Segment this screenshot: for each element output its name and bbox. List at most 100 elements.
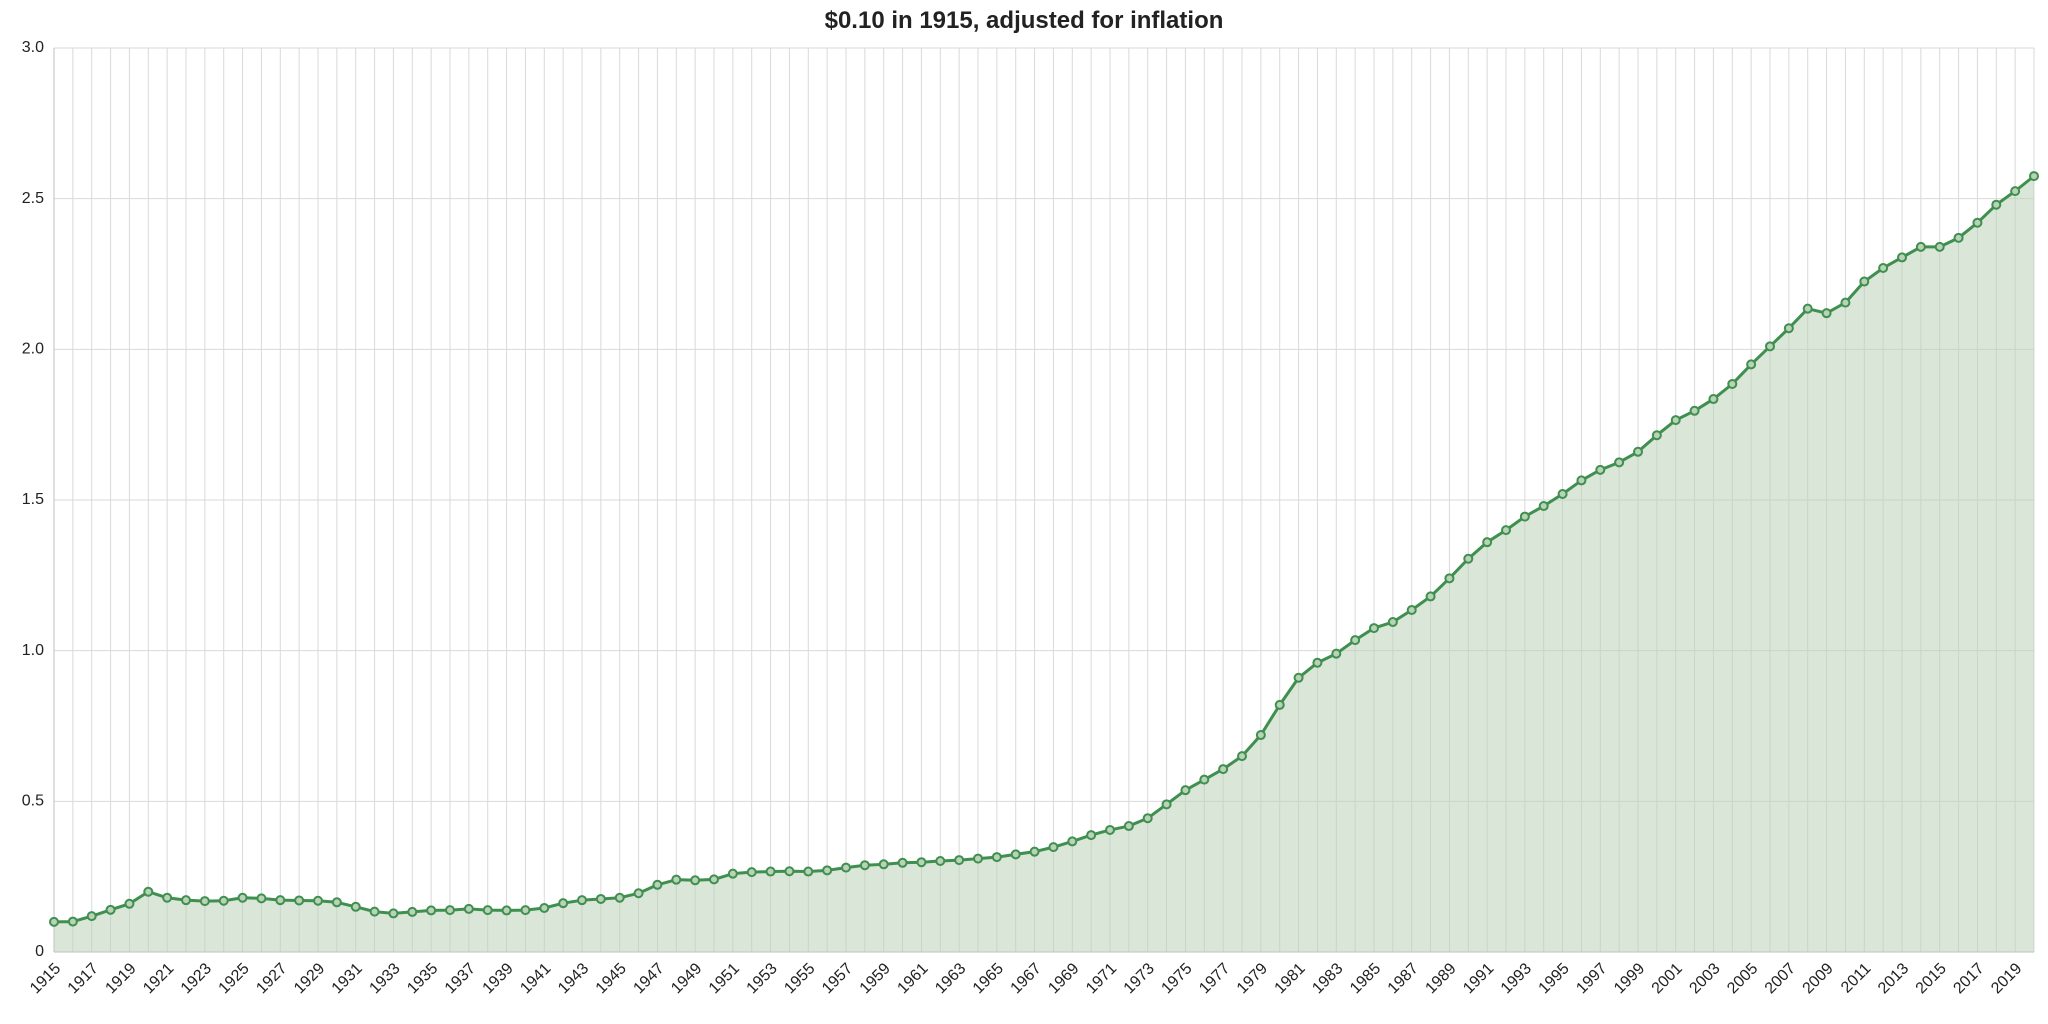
data-point — [635, 889, 643, 897]
data-point — [1521, 513, 1529, 521]
data-point — [1087, 831, 1095, 839]
data-point — [1502, 526, 1510, 534]
data-point — [1540, 502, 1548, 510]
data-point — [1389, 618, 1397, 626]
data-point — [446, 906, 454, 914]
data-point — [1672, 416, 1680, 424]
data-point — [559, 899, 567, 907]
data-point — [125, 900, 133, 908]
data-point — [1106, 826, 1114, 834]
data-point — [333, 898, 341, 906]
data-point — [691, 876, 699, 884]
data-point — [2011, 187, 2019, 195]
data-point — [1823, 309, 1831, 317]
data-point — [1596, 466, 1604, 474]
data-point — [1012, 850, 1020, 858]
data-point — [1483, 538, 1491, 546]
data-point — [1238, 752, 1246, 760]
data-point — [785, 867, 793, 875]
data-point — [578, 896, 586, 904]
data-point — [1163, 800, 1171, 808]
data-point — [955, 856, 963, 864]
data-point — [1559, 490, 1567, 498]
data-point — [1031, 848, 1039, 856]
data-point — [767, 868, 775, 876]
data-point — [842, 864, 850, 872]
data-point — [1709, 395, 1717, 403]
data-point — [710, 875, 718, 883]
data-point — [88, 912, 96, 920]
data-point — [1351, 636, 1359, 644]
chart-title: $0.10 in 1915, adjusted for inflation — [825, 7, 1224, 34]
chart-svg: 00.51.01.52.02.53.0191519171919192119231… — [0, 0, 2048, 1024]
data-point — [1257, 731, 1265, 739]
data-point — [389, 909, 397, 917]
data-point — [1219, 765, 1227, 773]
data-point — [974, 855, 982, 863]
data-point — [371, 908, 379, 916]
y-tick-label: 2.5 — [22, 190, 44, 207]
data-point — [1615, 458, 1623, 466]
data-point — [1785, 324, 1793, 332]
y-tick-label: 0 — [35, 943, 44, 960]
data-point — [1841, 299, 1849, 307]
data-point — [1860, 278, 1868, 286]
data-point — [1879, 264, 1887, 272]
data-point — [993, 853, 1001, 861]
data-point — [314, 897, 322, 905]
y-tick-label: 0.5 — [22, 793, 44, 810]
data-point — [1728, 380, 1736, 388]
data-point — [936, 857, 944, 865]
data-point — [239, 894, 247, 902]
data-point — [220, 897, 228, 905]
data-point — [276, 896, 284, 904]
data-point — [521, 906, 529, 914]
data-point — [484, 906, 492, 914]
data-point — [1313, 659, 1321, 667]
data-point — [1898, 253, 1906, 261]
data-point — [352, 903, 360, 911]
y-tick-label: 1.5 — [22, 491, 44, 508]
data-point — [1804, 305, 1812, 313]
data-point — [899, 859, 907, 867]
data-point — [1992, 201, 2000, 209]
data-point — [503, 906, 511, 914]
data-point — [540, 904, 548, 912]
data-point — [672, 876, 680, 884]
data-point — [1068, 837, 1076, 845]
data-point — [1370, 624, 1378, 632]
data-point — [1144, 814, 1152, 822]
data-point — [144, 888, 152, 896]
data-point — [804, 868, 812, 876]
data-point — [50, 918, 58, 926]
data-point — [1427, 592, 1435, 600]
data-point — [1049, 843, 1057, 851]
data-point — [1332, 650, 1340, 658]
data-point — [1766, 342, 1774, 350]
data-point — [295, 896, 303, 904]
data-point — [597, 895, 605, 903]
data-point — [653, 881, 661, 889]
data-point — [1691, 407, 1699, 415]
data-point — [107, 906, 115, 914]
data-point — [1917, 243, 1925, 251]
data-point — [257, 894, 265, 902]
data-point — [1125, 822, 1133, 830]
data-point — [1973, 219, 1981, 227]
y-tick-label: 2.0 — [22, 341, 44, 358]
data-point — [1276, 701, 1284, 709]
data-point — [182, 896, 190, 904]
data-point — [427, 906, 435, 914]
data-point — [1464, 555, 1472, 563]
data-point — [1955, 234, 1963, 242]
y-tick-label: 3.0 — [22, 39, 44, 56]
data-point — [465, 905, 473, 913]
data-point — [201, 897, 209, 905]
data-point — [1936, 243, 1944, 251]
y-tick-label: 1.0 — [22, 642, 44, 659]
data-point — [1747, 360, 1755, 368]
inflation-chart: 00.51.01.52.02.53.0191519171919192119231… — [0, 0, 2048, 1024]
data-point — [880, 860, 888, 868]
data-point — [1445, 574, 1453, 582]
data-point — [1577, 476, 1585, 484]
